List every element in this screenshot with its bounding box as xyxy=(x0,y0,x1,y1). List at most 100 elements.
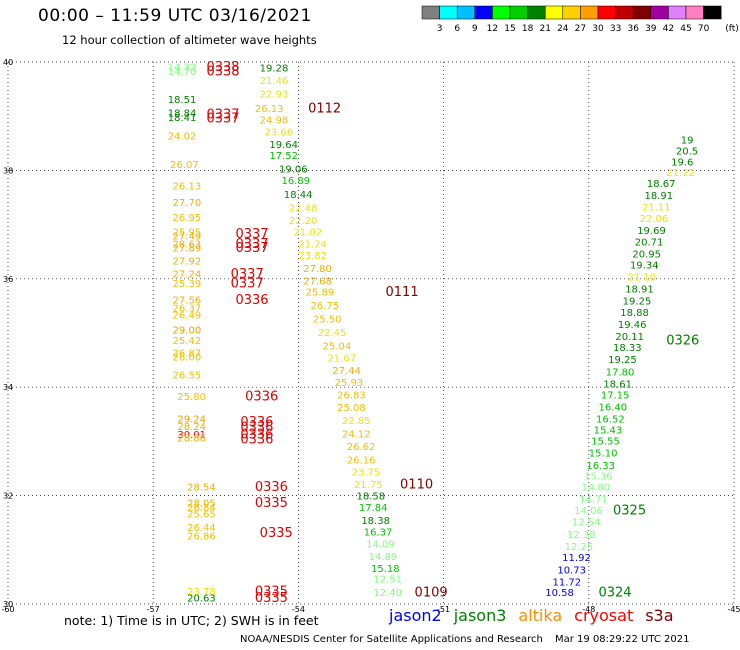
wave-height-value: 18.61 xyxy=(603,379,632,390)
colorbar-label: 33 xyxy=(610,24,621,34)
wave-height-value: 15.18 xyxy=(371,564,400,575)
wave-height-value: 20.71 xyxy=(635,237,664,248)
wave-height-value: 25.42 xyxy=(173,336,202,347)
wave-height-value: 12.40 xyxy=(373,588,402,599)
colorbar-label: 6 xyxy=(454,24,460,34)
y-tick-label: 36 xyxy=(3,275,13,284)
color-legend: 3 6 9 12 15 18 21 24 27 30 33 36 39 42 45 70 (ft) xyxy=(421,5,739,34)
pass-time-label: 0338 xyxy=(206,64,239,79)
wave-height-value: 17.15 xyxy=(601,390,630,401)
colorbar-label: 18 xyxy=(522,24,534,34)
colorbar-label: 9 xyxy=(472,24,478,34)
pass-time-label: 0335 xyxy=(255,496,288,511)
wave-height-value: 19.64 xyxy=(269,140,298,151)
pass-time-label: 0337 xyxy=(235,227,268,242)
wave-height-value: 26.87 xyxy=(173,349,202,360)
wave-height-value: 23.82 xyxy=(298,251,327,262)
wave-height-value: 18.91 xyxy=(625,285,654,296)
wave-height-value: 23.78 xyxy=(187,587,216,598)
wave-height-value: 15.36 xyxy=(584,472,613,483)
pass-time-label: 0336 xyxy=(240,427,273,442)
wave-height-value: 26.49 xyxy=(173,311,202,322)
wave-height-value: 26.75 xyxy=(311,301,340,312)
wave-height-value: 18.67 xyxy=(647,179,676,190)
wave-height-value: 10.73 xyxy=(557,565,586,576)
satellite-jason2: jason2 xyxy=(389,606,442,625)
wave-height-value: 19.28 xyxy=(260,64,289,75)
wave-height-value: 20.95 xyxy=(632,249,661,260)
pass-time-label: 0337 xyxy=(231,267,264,282)
wave-height-value: 14.89 xyxy=(369,552,398,563)
wave-height-value: 27.56 xyxy=(173,295,202,306)
pass-time-label: 0335 xyxy=(255,585,288,600)
wave-height-value: 21.22 xyxy=(666,168,695,179)
pass-time-label: 0338 xyxy=(206,60,239,75)
colorbar-label: 30 xyxy=(592,24,604,34)
wave-height-value: 14.32 xyxy=(168,62,197,73)
wave-height-value: 26.13 xyxy=(173,182,202,193)
wave-height-value: 25.89 xyxy=(306,287,335,298)
wave-height-value: 10.58 xyxy=(545,588,574,599)
wave-height-value: 26.86 xyxy=(187,531,216,542)
wave-height-value: 22.48 xyxy=(289,203,318,214)
pass-time-label: 0336 xyxy=(240,432,273,447)
credit-line: NOAA/NESDIS Center for Satellite Applica… xyxy=(240,634,543,645)
wave-height-value: 22.85 xyxy=(342,416,371,427)
wave-height-value: 23.66 xyxy=(265,127,294,138)
wave-height-value: 12.54 xyxy=(572,518,601,529)
wave-height-value: 12.38 xyxy=(567,530,596,541)
wave-height-value: 18.33 xyxy=(613,343,642,354)
pass-time-label: 0324 xyxy=(598,586,631,601)
wave-height-value: 14.09 xyxy=(366,539,395,550)
satellite-cryosat: cryosat xyxy=(574,606,634,625)
pass-time-label: 0337 xyxy=(235,237,268,252)
wave-height-value: 26.44 xyxy=(187,523,216,534)
generation-timestamp: Mar 19 08:29:22 UTC 2021 xyxy=(555,634,690,645)
y-tick-label: 32 xyxy=(3,492,13,501)
wave-height-value: 17.84 xyxy=(359,503,388,514)
pass-time-label: 0109 xyxy=(415,586,448,601)
wave-height-value: 22.45 xyxy=(318,328,347,339)
pass-time-label: 0110 xyxy=(400,477,433,492)
wave-height-value: 28.86 xyxy=(177,434,206,445)
wave-height-value: 30.01 xyxy=(177,430,206,441)
wave-height-value: 16.89 xyxy=(281,176,310,187)
wave-height-value: 26.07 xyxy=(170,160,199,171)
wave-height-value: 16.37 xyxy=(364,527,393,538)
pass-time-label: 0336 xyxy=(240,420,273,435)
colorbar-label: 27 xyxy=(575,24,586,34)
wave-height-value: 26.00 xyxy=(173,352,202,363)
x-tick-label: -54 xyxy=(292,605,305,614)
wave-height-value: 11.92 xyxy=(562,553,591,564)
wave-height-value: 29.24 xyxy=(177,415,206,426)
x-tick-label: -60 xyxy=(1,605,14,614)
wave-height-value: 26.95 xyxy=(173,213,202,224)
chart-title: 00:00 – 11:59 UTC 03/16/2021 xyxy=(38,6,312,26)
wave-height-value: 27.68 xyxy=(303,277,332,288)
wave-height-value: 15.55 xyxy=(591,436,620,447)
colorbar-label: 42 xyxy=(663,24,674,34)
y-tick-label: 34 xyxy=(3,383,13,392)
pass-time-label: 0112 xyxy=(308,102,341,117)
satellite-altika: altika xyxy=(518,606,563,625)
wave-height-value: 27.24 xyxy=(173,269,202,280)
wave-height-value: 28.54 xyxy=(187,482,216,493)
wave-height-value: 25.50 xyxy=(313,314,342,325)
wave-height-value: 18.51 xyxy=(168,95,197,106)
pass-time-label: 0336 xyxy=(235,293,268,308)
wave-height-value: 18.38 xyxy=(361,516,390,527)
wave-height-value: 21.11 xyxy=(642,202,671,213)
wave-height-value: 24.98 xyxy=(260,116,289,127)
wave-height-value: 20.5 xyxy=(676,146,698,157)
wave-height-value: 18.58 xyxy=(356,492,385,503)
y-tick-label: 40 xyxy=(3,58,13,67)
wave-height-value: 27.92 xyxy=(173,256,202,267)
pass-time-label: 0337 xyxy=(206,111,239,126)
chart-subtitle: 12 hour collection of altimeter wave hei… xyxy=(62,33,317,47)
satellite-legend: jason2 jason3 altika cryosat s3a xyxy=(389,606,686,625)
wave-height-value: 18.44 xyxy=(284,190,313,201)
wave-height-value: 19.25 xyxy=(608,355,637,366)
wave-height-value: 21.67 xyxy=(327,353,356,364)
pass-time-label: 0336 xyxy=(255,480,288,495)
wave-height-value: 21.75 xyxy=(354,480,383,491)
